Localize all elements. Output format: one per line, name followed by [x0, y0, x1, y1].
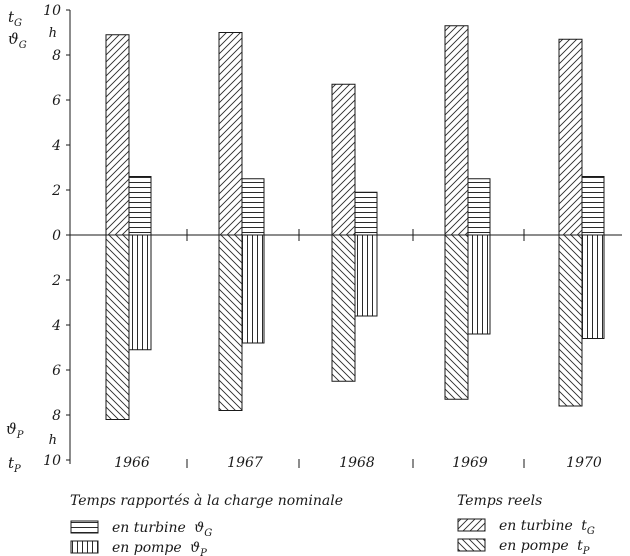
bar-diag-left-1969: [444, 234, 469, 400]
y-tick-label: 4: [51, 318, 61, 334]
y-top-theta-label: ϑG: [8, 30, 27, 51]
bars: [105, 25, 605, 420]
y-ticks: 10 8 6 4 2 0 2 4 6 8 10: [43, 3, 70, 469]
legend: Temps rapportés à la charge nominale en t…: [70, 493, 595, 556]
bar-diag-left-1966: [105, 234, 130, 420]
y-tick-label: 4: [51, 138, 61, 154]
legend-swatch-diag-right: [457, 518, 486, 532]
x-category-label: 1968: [339, 455, 375, 471]
bar-vertical-1967: [241, 234, 265, 344]
y-top-unit-label: h: [49, 26, 57, 41]
bar-diag-right-1970: [558, 38, 583, 236]
y-tick-label: 2: [51, 273, 61, 289]
legend-right-title: Temps reels: [457, 493, 542, 509]
legend-item-label: en turbine ϑG: [112, 520, 212, 539]
y-tick-label: 0: [52, 228, 61, 244]
y-bottom-theta-label: ϑP: [6, 420, 24, 441]
bar-diag-right-1967: [218, 32, 243, 236]
y-tick-label: 10: [43, 453, 61, 469]
bar-vertical-1968: [354, 234, 378, 317]
y-bottom-unit-label: h: [49, 433, 57, 448]
y-tick-label: 10: [43, 3, 61, 19]
bar-diag-left-1967: [218, 234, 243, 411]
bar-horizontal-1970: [581, 176, 605, 236]
y-bottom-t-label: tP: [8, 454, 21, 475]
y-tick-label: 8: [52, 408, 61, 424]
bar-diag-left-1968: [331, 234, 356, 382]
legend-left-title: Temps rapportés à la charge nominale: [70, 493, 343, 509]
bar-diag-right-1969: [444, 25, 469, 236]
bar-diag-left-1970: [558, 234, 583, 407]
legend-item-label: en turbine tG: [499, 518, 595, 537]
x-category-label: 1967: [227, 455, 263, 471]
bar-horizontal-1966: [128, 176, 152, 236]
y-tick-label: 8: [52, 48, 61, 64]
y-tick-label: 6: [52, 363, 61, 379]
legend-swatch-horizontal: [70, 520, 99, 534]
bar-diag-right-1966: [105, 34, 130, 236]
x-category-label: 1966: [114, 455, 150, 471]
x-category-label: 1969: [452, 455, 488, 471]
bar-vertical-1970: [581, 234, 605, 339]
bar-horizontal-1967: [241, 178, 265, 236]
legend-item-label: en pompe tP: [499, 538, 590, 556]
bar-diag-right-1968: [331, 83, 356, 236]
y-tick-label: 2: [51, 183, 61, 199]
bar-vertical-1966: [128, 234, 152, 351]
y-tick-label: 6: [52, 93, 61, 109]
bar-vertical-1969: [467, 234, 491, 335]
y-top-t-label: tG: [8, 8, 22, 29]
x-ticks: 1966 1967 1968 1969 1970: [114, 229, 602, 471]
legend-swatch-diag-left: [457, 538, 486, 552]
legend-item-label: en pompe ϑP: [112, 540, 207, 556]
legend-swatch-vertical: [70, 540, 99, 554]
bar-horizontal-1968: [354, 191, 378, 236]
bar-horizontal-1969: [467, 178, 491, 236]
x-category-label: 1970: [566, 455, 602, 471]
